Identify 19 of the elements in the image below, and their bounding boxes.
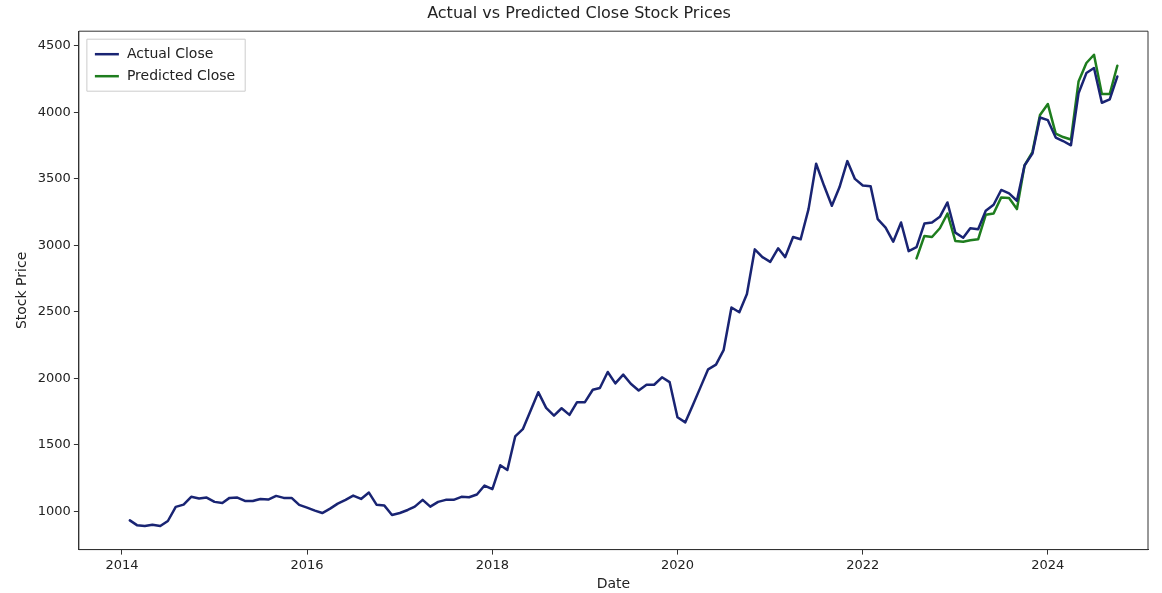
y-axis-title: Stock Price bbox=[13, 251, 30, 330]
y-tick-label: 4500 bbox=[37, 37, 71, 53]
y-tick-label: 2500 bbox=[37, 303, 71, 319]
x-tick-label: 2020 bbox=[660, 556, 694, 572]
y-tick-label: 3000 bbox=[37, 236, 71, 252]
x-tick-label: 2014 bbox=[105, 556, 139, 572]
legend-label: Actual Close bbox=[126, 44, 214, 61]
x-tick-label: 2024 bbox=[1031, 556, 1065, 572]
y-tick-label: 1000 bbox=[37, 502, 71, 518]
x-tick-label: 2016 bbox=[290, 556, 324, 572]
legend-label: Predicted Close bbox=[126, 66, 236, 83]
x-tick-label: 2018 bbox=[475, 556, 509, 572]
y-tick-label: 2000 bbox=[37, 369, 71, 385]
chart-title: Actual vs Predicted Close Stock Prices bbox=[427, 2, 731, 22]
x-tick-label: 2022 bbox=[846, 556, 880, 572]
y-tick-label: 1500 bbox=[37, 436, 71, 452]
x-axis-title: Date bbox=[596, 575, 631, 592]
y-tick-label: 3500 bbox=[37, 170, 71, 186]
y-tick-label: 4000 bbox=[37, 103, 71, 119]
